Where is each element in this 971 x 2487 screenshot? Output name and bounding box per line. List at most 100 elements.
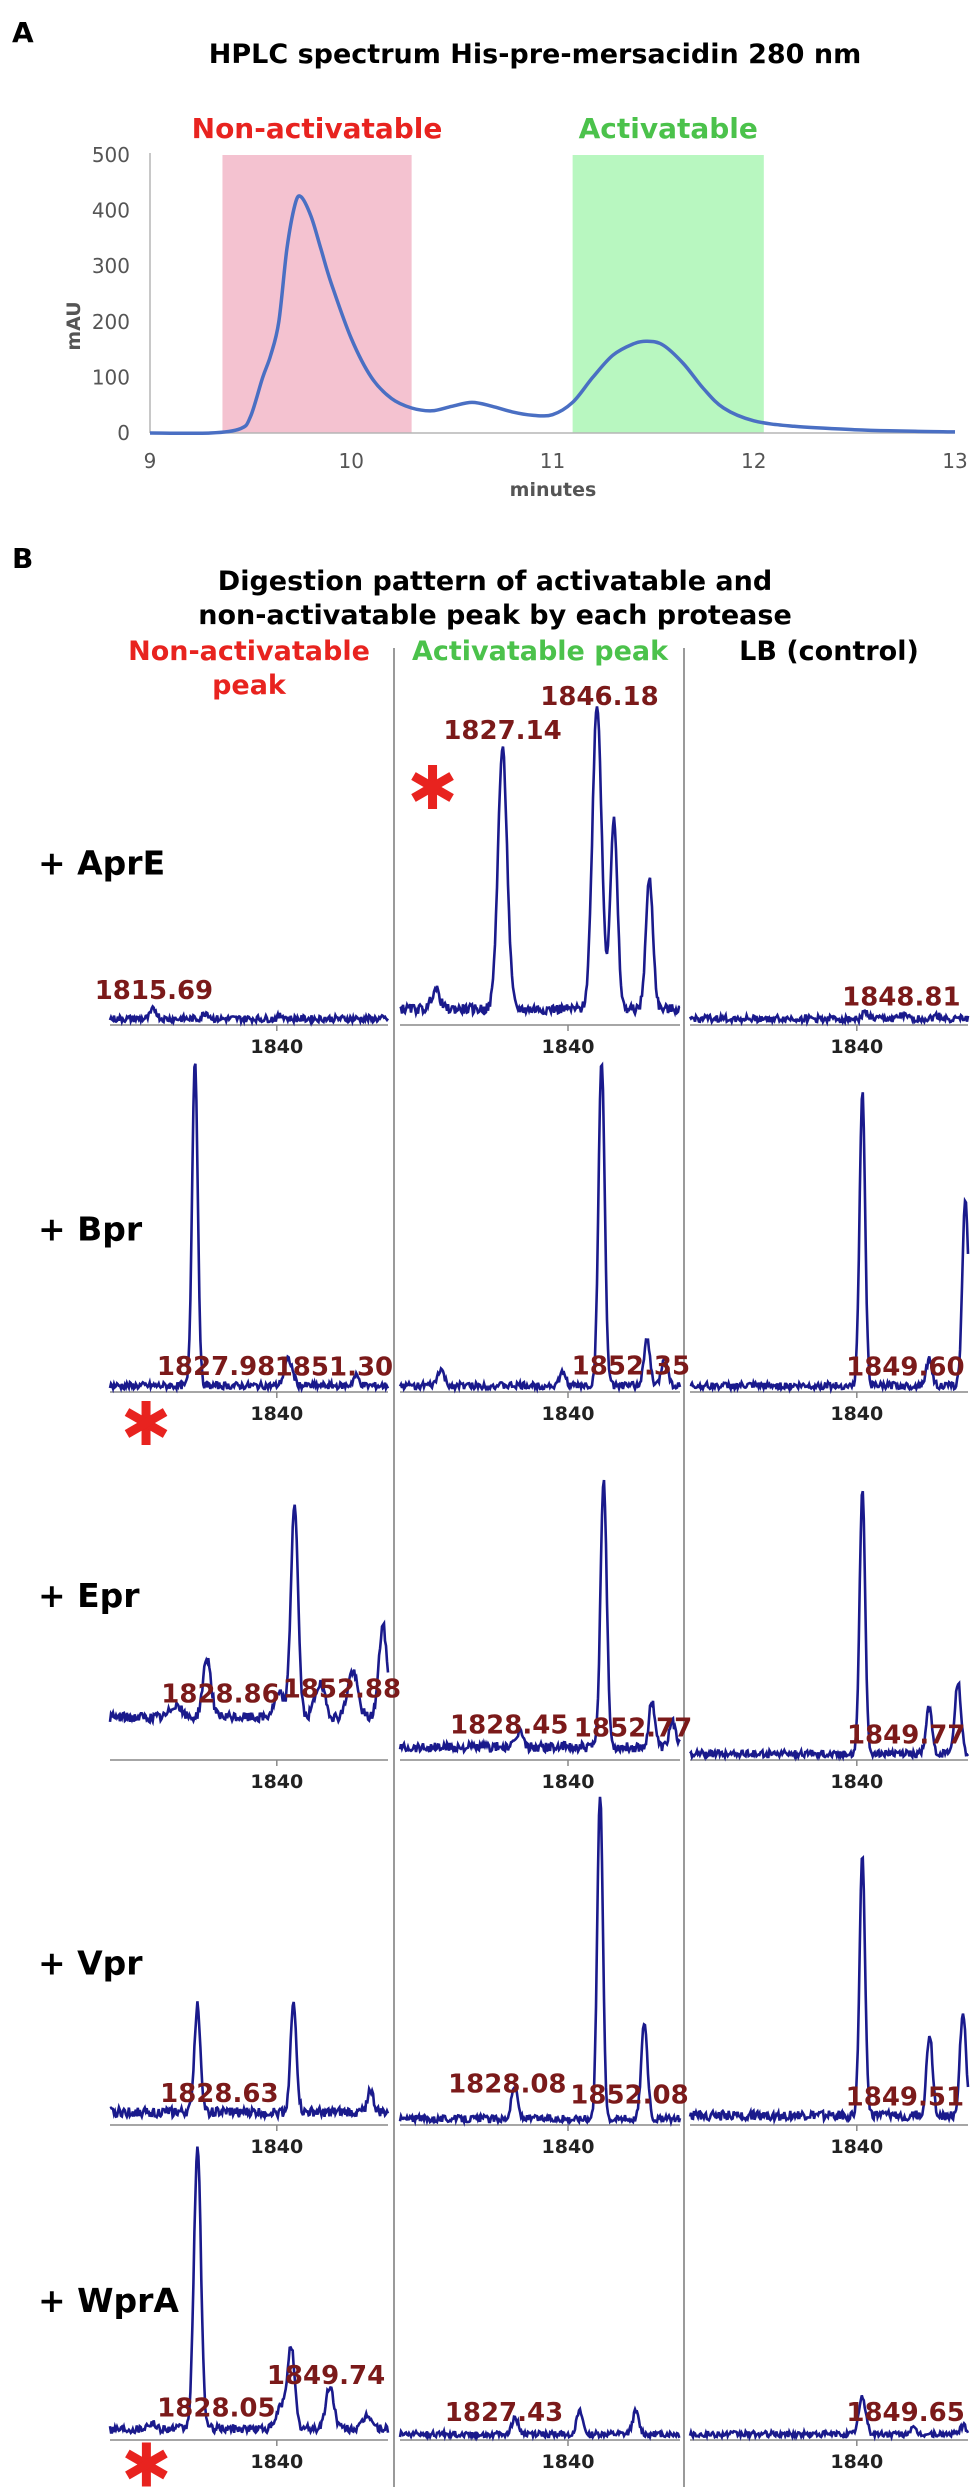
y-tick-label: 100 [92,365,130,389]
peak-label-2: 1828.45 [450,1710,568,1740]
y-tick-label: 500 [92,143,130,167]
peak-label-1: 1827.14 [443,716,561,746]
panel-b-letter: B [12,542,33,575]
spectrum-trace [398,2405,681,2442]
panel-b: B Digestion pattern of activatable and n… [12,542,970,2487]
hplc-trace-line [149,194,956,436]
star-stroke [125,2449,168,2480]
peak-label-1: 1852.88 [283,1675,401,1705]
spectrum-trace [688,1008,970,1027]
peak-label-1: 1849.60 [846,1353,964,1383]
peak-label-1: 1852.77 [574,1714,692,1744]
highlight-regions [222,155,764,433]
mz-tick-label: 1840 [250,2451,303,2473]
peak-label-1: 1827.43 [445,2398,563,2428]
spectrum-1-1: 1840 1815.69 [95,976,390,1058]
mz-tick-label: 1840 [830,2136,883,2158]
peak-label-2: 1846.18 [540,682,658,712]
panel-b-title-line1: Digestion pattern of activatable and [218,566,772,597]
spectrum-trace [109,2001,390,2123]
x-tick-label: 9 [144,449,157,473]
peak-label-1: 1827.98 [157,1352,275,1382]
spectrum-trace [688,2395,970,2442]
x-axis-label: minutes [510,479,597,501]
mz-tick-label: 1840 [250,2136,303,2158]
x-tick-label: 10 [339,449,364,473]
region-labels: Non-activatable Activatable [192,112,758,145]
column-header-1-line2: peak [212,670,287,701]
peak-label-1: 1852.08 [570,2081,688,2111]
peak-label-1: 1828.63 [160,2079,278,2109]
peak-label-2: 1849.74 [267,2361,385,2391]
spectrum-trace [108,2146,390,2437]
mz-tick-label: 1840 [830,1036,883,1058]
column-header-3: LB (control) [739,636,919,667]
star-stroke [124,1408,168,1438]
spectrum-1-2: 1840 1827.14 1846.18 [399,682,681,1058]
peak-label-1: 1848.81 [842,983,960,1013]
row-labels: + AprE + Bpr + Epr + Vpr + WprA [38,844,179,2321]
mz-tick-label: 1840 [250,1771,303,1793]
row-label-5: + WprA [38,2281,179,2320]
spectrum-5-2: 1840 1827.43 [398,2398,681,2473]
peak-label-1: 1828.05 [157,2393,275,2423]
row-label-1: + AprE [38,844,165,883]
mz-tick-label: 1840 [542,2451,595,2473]
x-tick-label: 13 [942,449,967,473]
mz-tick-label: 1840 [542,1403,595,1425]
spectrum-trace [689,1490,970,1762]
peak-label-1: 1852.35 [572,1351,690,1381]
spectrum-2-3: 1840 1849.60 [689,1092,970,1425]
panel-a-letter: A [12,16,34,49]
x-tick-label: 11 [540,449,565,473]
peak-label-1: 1815.69 [95,976,213,1006]
hplc-axes: 0 100 200 300 400 500 9 10 11 12 13 [92,143,968,473]
spectrum-3-3: 1840 1849.77 [689,1490,970,1793]
y-tick-label: 400 [92,199,130,223]
spectrum-trace [108,1004,390,1027]
spectra-grid: 1840 1815.69 1840 1827.14 1846.18 1840 1848.81… [95,682,970,2487]
peak-label-1: 1849.65 [846,2398,964,2428]
mz-tick-label: 1840 [250,1036,303,1058]
star-stroke [411,772,454,802]
region-label-1: Non-activatable [192,112,443,145]
mz-tick-label: 1840 [830,1403,883,1425]
spectrum-trace [689,1092,970,1395]
spectrum-trace [108,1504,390,1727]
peak-label-2: 1828.86 [161,1679,279,1709]
spectrum-trace [399,706,681,1019]
spectrum-2-2: 1840 1852.35 [398,1061,690,1425]
spectrum-1-3: 1840 1848.81 [688,983,970,1058]
mz-tick-label: 1840 [542,1036,595,1058]
panel-a: A HPLC spectrum His-pre-mersacidin 280 n… [12,16,968,501]
row-label-3: + Epr [38,1576,140,1615]
spectrum-trace [688,1855,970,2126]
spectrum-trace [398,1479,681,1756]
peak-label-2: 1851.30 [275,1353,393,1383]
y-tick-label: 200 [92,310,130,334]
y-axis-label: mAU [63,301,85,350]
spectrum-trace [398,1061,682,1394]
region-label-2: Activatable [579,112,758,145]
y-tick-label: 0 [117,421,130,445]
region-band-2 [572,155,764,433]
mz-tick-label: 1840 [250,1403,303,1425]
mz-tick-label: 1840 [830,1771,883,1793]
peak-label-1: 1849.51 [846,2082,964,2112]
spectrum-2-1: 1840 1827.98 1851.30 [108,1063,393,1445]
spectrum-trace [108,1063,390,1394]
row-label-2: + Bpr [38,1210,143,1249]
mz-tick-label: 1840 [830,2451,883,2473]
panel-a-title: HPLC spectrum His-pre-mersacidin 280 nm [209,39,861,70]
x-tick-label: 12 [741,449,766,473]
peak-label-1: 1849.77 [847,1721,965,1751]
column-dividers [393,648,685,2487]
row-label-4: + Vpr [38,1944,143,1983]
column-header-1: Non-activatable [128,636,370,667]
column-header-2: Activatable peak [412,636,669,667]
